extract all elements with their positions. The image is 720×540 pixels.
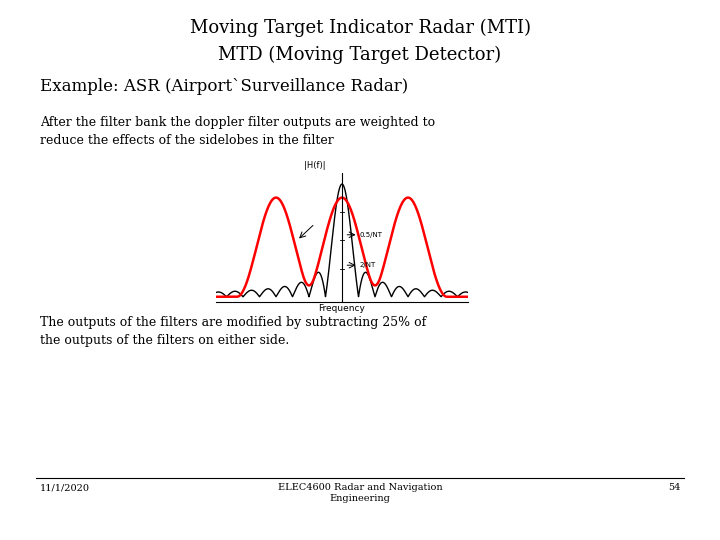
Text: Example: ASR (Airport`Surveillance Radar): Example: ASR (Airport`Surveillance Radar… <box>40 78 408 95</box>
Text: After the filter bank the doppler filter outputs are weighted to
reduce the effe: After the filter bank the doppler filter… <box>40 116 435 147</box>
Text: 11/1/2020: 11/1/2020 <box>40 483 89 492</box>
Text: ELEC4600 Radar and Navigation
Engineering: ELEC4600 Radar and Navigation Engineerin… <box>278 483 442 503</box>
Text: The outputs of the filters are modified by subtracting 25% of
the outputs of the: The outputs of the filters are modified … <box>40 316 426 347</box>
Text: |H(f)|: |H(f)| <box>304 161 326 170</box>
Text: MTD (Moving Target Detector): MTD (Moving Target Detector) <box>218 46 502 64</box>
Text: 2/NT: 2/NT <box>359 262 375 268</box>
Text: Moving Target Indicator Radar (MTI): Moving Target Indicator Radar (MTI) <box>189 19 531 37</box>
X-axis label: Frequency: Frequency <box>318 304 366 313</box>
Text: 0.5/NT: 0.5/NT <box>359 232 382 238</box>
Text: 54: 54 <box>668 483 680 492</box>
